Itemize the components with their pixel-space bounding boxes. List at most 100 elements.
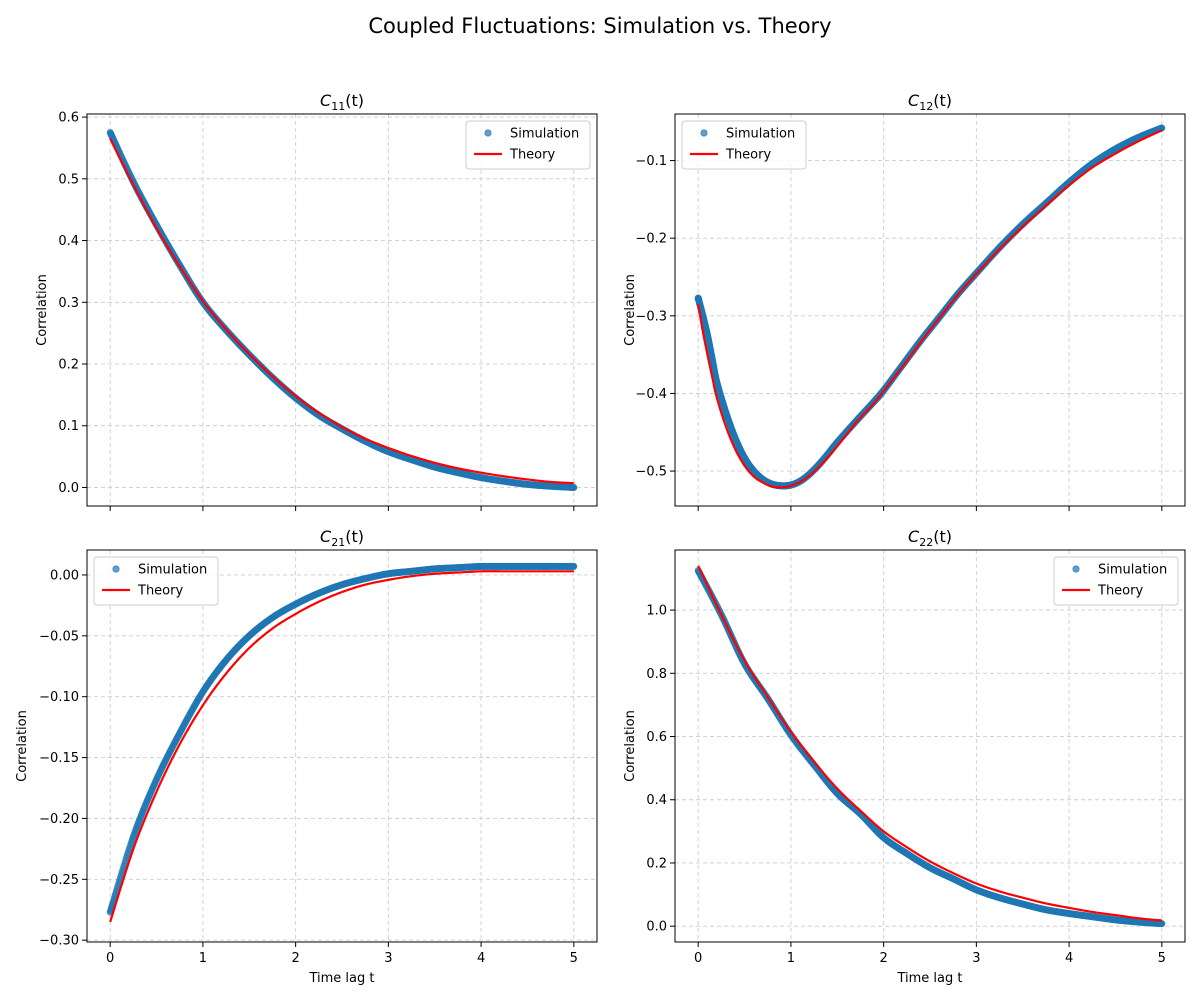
y-tick-label: 0.0 xyxy=(646,920,667,935)
y-tick-label: 0.00 xyxy=(50,568,79,583)
legend: Simulation Theory xyxy=(465,120,591,170)
panel-title-subscript: 12 xyxy=(919,100,933,113)
theory-line xyxy=(697,565,1162,922)
legend-theory-label: Theory xyxy=(509,148,555,163)
legend-box xyxy=(681,120,807,170)
y-tick-label: 0.2 xyxy=(58,358,79,373)
legend-simulation-marker xyxy=(700,129,708,137)
y-tick-label: 0.5 xyxy=(58,172,79,187)
x-tick-label: 0 xyxy=(106,951,114,966)
theory-line xyxy=(109,570,574,923)
panel-title-subscript: 11 xyxy=(331,100,345,113)
panel-title-main: C xyxy=(320,91,332,110)
x-tick-label: 5 xyxy=(1158,951,1166,966)
y-tick-label: 0.4 xyxy=(646,793,667,808)
y-axis-label: Correlation xyxy=(15,710,30,782)
panel-title-main: C xyxy=(908,527,920,546)
y-tick-label: −0.4 xyxy=(635,387,667,402)
panel-title-subscript: 22 xyxy=(919,536,933,549)
legend-box xyxy=(465,120,591,170)
legend-box xyxy=(93,556,219,606)
panel-title-main: C xyxy=(320,527,332,546)
y-tick-label: 0.4 xyxy=(58,234,79,249)
y-axis-label: Correlation xyxy=(623,710,638,782)
simulation-point xyxy=(570,483,578,491)
y-tick-label: −0.3 xyxy=(635,309,667,324)
plot-frame xyxy=(86,549,598,943)
y-axis-label: Correlation xyxy=(35,274,50,346)
simulation-point xyxy=(570,562,578,570)
panel-title-suffix: (t) xyxy=(345,527,364,546)
x-axis-label: Time lag t xyxy=(896,971,962,986)
simulation-series xyxy=(106,129,578,491)
legend-simulation-label: Simulation xyxy=(138,563,207,578)
y-tick-label: 0.8 xyxy=(646,667,667,682)
legend-theory-label: Theory xyxy=(1097,584,1143,599)
x-tick-label: 1 xyxy=(199,951,207,966)
legend-simulation-marker xyxy=(1072,565,1080,573)
y-tick-label: 0.6 xyxy=(646,730,667,745)
y-tick-label: 0.0 xyxy=(58,481,79,496)
panel-title: C11(t) xyxy=(320,91,364,113)
simulation-point xyxy=(1158,920,1166,928)
theory-line xyxy=(697,129,1163,489)
legend-simulation-label: Simulation xyxy=(510,127,579,142)
y-tick-label: 0.2 xyxy=(646,856,667,871)
y-tick-label: −0.1 xyxy=(635,154,667,169)
x-tick-label: 5 xyxy=(570,951,578,966)
legend: Simulation Theory xyxy=(1053,556,1179,606)
legend-simulation-marker xyxy=(112,565,120,573)
panel-title: C12(t) xyxy=(908,91,952,113)
x-tick-label: 2 xyxy=(879,951,887,966)
plot-frame xyxy=(86,113,598,507)
y-tick-label: −0.10 xyxy=(39,690,79,705)
panel-title: C22(t) xyxy=(908,527,952,549)
y-tick-label: −0.05 xyxy=(39,629,79,644)
y-tick-label: −0.2 xyxy=(635,232,667,247)
legend-box xyxy=(1053,556,1179,606)
simulation-series xyxy=(106,562,578,916)
y-tick-label: 0.3 xyxy=(58,296,79,311)
x-tick-label: 3 xyxy=(384,951,392,966)
legend-simulation-marker xyxy=(484,129,492,137)
x-tick-label: 0 xyxy=(694,951,702,966)
subplot-4: 0 1 2 3 4 5 0.0 0.2 0.4 0.6 0.8 1.0 Correlation Time … xyxy=(623,527,1186,986)
legend-simulation-label: Simulation xyxy=(726,127,795,142)
y-axis-label: Correlation xyxy=(623,274,638,346)
x-axis-label: Time lag t xyxy=(308,971,374,986)
subplot-1: 0.0 0.1 0.2 0.3 0.4 0.5 0.6 Correlation C11(t) Si… xyxy=(35,91,598,511)
simulation-series xyxy=(694,567,1166,928)
plot-frame xyxy=(674,549,1186,943)
legend: Simulation Theory xyxy=(681,120,807,170)
y-tick-label: −0.20 xyxy=(39,812,79,827)
panel-title: C21(t) xyxy=(320,527,364,549)
plot-frame xyxy=(674,113,1186,507)
y-tick-label: 1.0 xyxy=(646,604,667,619)
y-tick-label: 0.6 xyxy=(58,111,79,126)
subplot-2: −0.5 −0.4 −0.3 −0.2 −0.1 Correlation C12(t) Sim… xyxy=(623,91,1186,511)
y-tick-label: −0.25 xyxy=(39,873,79,888)
panel-title-suffix: (t) xyxy=(345,91,364,110)
legend-theory-label: Theory xyxy=(137,584,183,599)
panel-title-suffix: (t) xyxy=(933,91,952,110)
theory-line xyxy=(109,138,574,485)
y-tick-label: −0.15 xyxy=(39,751,79,766)
simulation-series xyxy=(694,124,1166,490)
legend-theory-label: Theory xyxy=(725,148,771,163)
x-tick-label: 3 xyxy=(972,951,980,966)
panel-title-main: C xyxy=(908,91,920,110)
y-tick-label: −0.5 xyxy=(635,465,667,480)
panel-title-suffix: (t) xyxy=(933,527,952,546)
y-tick-label: −0.30 xyxy=(39,934,79,949)
x-tick-label: 4 xyxy=(477,951,485,966)
subplot-3: 0 1 2 3 4 5 −0.30 −0.25 −0.20 −0.15 −0.10 −0.05 0.00… xyxy=(15,527,598,986)
legend-simulation-label: Simulation xyxy=(1098,563,1167,578)
x-tick-label: 4 xyxy=(1065,951,1073,966)
y-tick-label: 0.1 xyxy=(58,419,79,434)
x-tick-label: 2 xyxy=(291,951,299,966)
legend: Simulation Theory xyxy=(93,556,219,606)
figure-title: Coupled Fluctuations: Simulation vs. The… xyxy=(368,14,832,38)
x-tick-label: 1 xyxy=(787,951,795,966)
panel-title-subscript: 21 xyxy=(331,536,345,549)
